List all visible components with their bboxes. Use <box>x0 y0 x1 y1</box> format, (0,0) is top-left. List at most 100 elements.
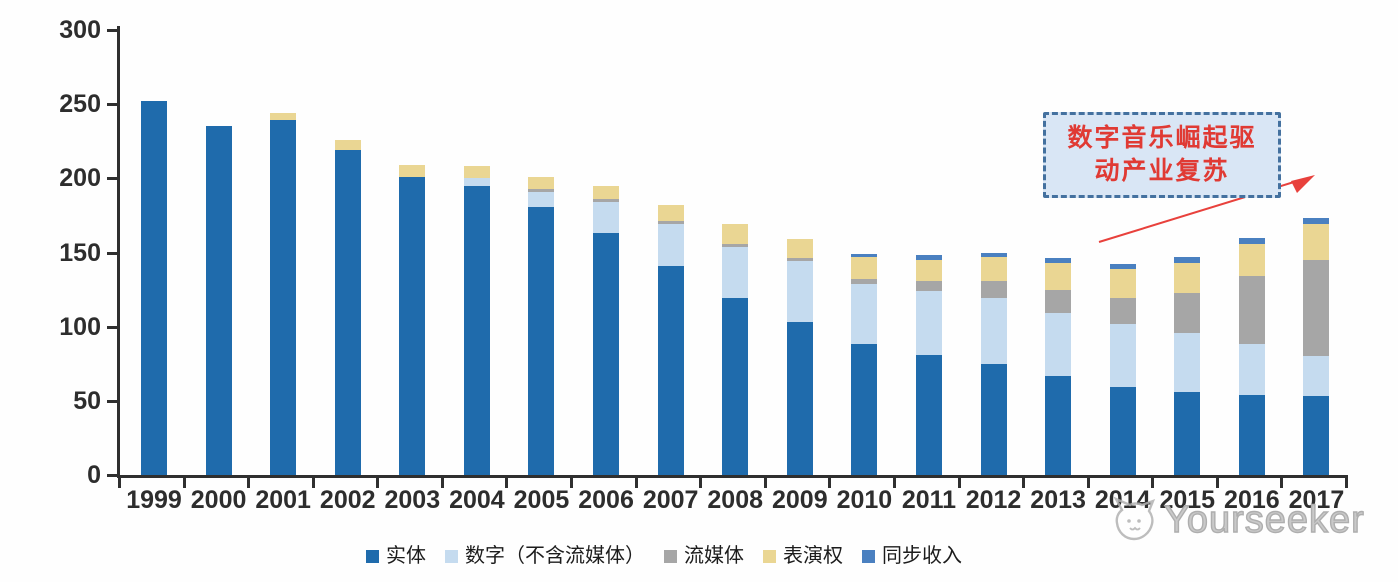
bar-segment <box>1045 262 1072 290</box>
bar-segment <box>980 298 1007 364</box>
bar-segment <box>205 126 232 475</box>
x-axis-tick <box>247 478 251 488</box>
y-axis-label: 150 <box>59 238 101 267</box>
legend-item: 表演权 <box>763 545 843 567</box>
x-axis-label: 2015 <box>1159 486 1216 514</box>
bar-segment <box>334 150 361 475</box>
x-axis-label: 2010 <box>836 486 893 514</box>
legend-item: 实体 <box>366 545 426 567</box>
x-axis-tick <box>182 478 186 488</box>
cat-logo-icon <box>1113 496 1156 541</box>
bar-segment <box>1303 356 1330 397</box>
bar-segment <box>1238 237 1265 244</box>
x-axis-tick <box>440 478 444 488</box>
legend-swatch-icon <box>763 549 776 563</box>
bar-segment <box>851 279 878 284</box>
bar-segment <box>399 176 426 475</box>
y-axis-label: 300 <box>59 16 101 44</box>
x-axis-label: 2012 <box>965 486 1022 514</box>
bar-segment <box>657 224 684 266</box>
bar-segment <box>1109 264 1136 269</box>
bar-segment <box>851 344 878 475</box>
bar-segment <box>1303 259 1330 357</box>
bar-segment <box>915 280 942 292</box>
bar-segment <box>141 101 167 475</box>
y-axis-tick <box>107 325 119 329</box>
x-axis-label: 2002 <box>319 486 376 514</box>
x-axis-label: 2016 <box>1224 486 1280 514</box>
bar-segment <box>786 322 813 475</box>
bar-segment <box>980 252 1007 257</box>
annotation-text-line1: 数字音乐崛起驱 <box>1067 124 1257 152</box>
x-axis-label: 2007 <box>642 486 699 514</box>
bar-segment <box>1174 391 1201 475</box>
bar-segment <box>399 164 426 177</box>
bar-segment <box>722 243 749 247</box>
bar-segment <box>1045 375 1072 475</box>
bar-segment <box>722 298 749 475</box>
y-axis-tick <box>107 251 119 255</box>
x-axis-label: 2008 <box>707 486 764 514</box>
legend-label: 实体 <box>386 545 426 567</box>
bar-segment <box>1174 292 1201 333</box>
bar-segment <box>915 255 942 260</box>
bar-segment <box>851 253 878 257</box>
bar-segment <box>528 191 555 207</box>
bar-segment <box>786 239 813 259</box>
legend-label: 同步收入 <box>882 545 962 567</box>
x-axis-label: 2011 <box>901 486 957 514</box>
legend-swatch-icon <box>366 549 379 563</box>
bar-segment <box>463 185 490 475</box>
x-axis-label: 2013 <box>1030 486 1086 514</box>
x-axis-tick <box>1151 478 1155 488</box>
bar-segment <box>593 199 620 203</box>
x-axis-tick <box>634 478 638 488</box>
x-axis-line <box>117 475 1348 478</box>
x-axis-tick <box>699 478 703 488</box>
bar-segment <box>980 256 1007 281</box>
y-axis-tick <box>107 103 119 107</box>
bar-segment <box>1109 323 1136 388</box>
bar-segment <box>851 256 878 280</box>
x-axis-tick <box>828 478 832 488</box>
bar-segment <box>1174 262 1201 293</box>
bar-segment <box>528 188 555 192</box>
bar-segment <box>1238 394 1265 475</box>
x-axis-tick <box>505 478 509 488</box>
bar-segment <box>270 120 297 475</box>
x-axis-tick <box>1345 478 1348 488</box>
bar-segment <box>593 233 620 475</box>
bar-segment <box>593 202 620 234</box>
y-axis-label: 200 <box>59 164 101 193</box>
x-axis-tick <box>957 478 961 488</box>
x-axis-label: 1999 <box>126 486 182 514</box>
bar-segment <box>980 363 1007 475</box>
watermark-text: Yourseeker <box>1163 499 1365 541</box>
bar-segment <box>657 221 684 225</box>
bar-segment <box>722 246 749 299</box>
bar-segment <box>657 205 684 222</box>
x-axis-label: 2004 <box>449 486 505 514</box>
legend-swatch-icon <box>862 549 875 563</box>
legend: 实体 数字（不含流媒体） 流媒体 表演权 同步收入 <box>366 545 962 567</box>
y-axis-label: 50 <box>73 386 101 415</box>
bar-segment <box>1174 332 1201 392</box>
y-axis-label: 0 <box>87 461 101 489</box>
x-axis-tick <box>892 478 896 488</box>
x-axis-tick <box>1280 478 1284 488</box>
bar-segment <box>1109 298 1136 324</box>
y-axis-tick <box>107 399 119 403</box>
bar-segment <box>915 291 942 355</box>
bar-segment <box>1238 344 1265 395</box>
legend-swatch-icon <box>664 549 677 563</box>
bar-segment <box>786 261 813 323</box>
bar-segment <box>1174 256 1201 263</box>
bar-segment <box>657 265 684 475</box>
legend-item: 数字（不含流媒体） <box>445 545 645 567</box>
bar-segment <box>463 178 490 186</box>
bar-segment <box>270 113 297 121</box>
x-axis-tick <box>1022 478 1026 488</box>
bar-segment <box>851 283 878 345</box>
x-axis-label: 2006 <box>578 486 634 514</box>
